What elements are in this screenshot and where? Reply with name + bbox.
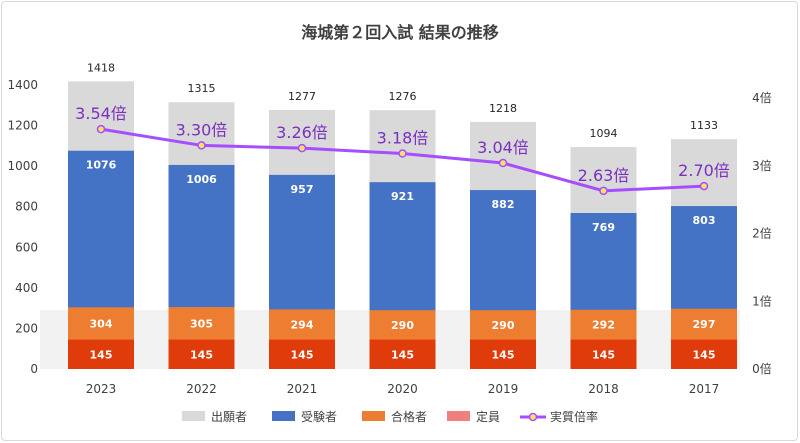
y-tick-label: 400 xyxy=(15,281,38,295)
ratio-line-group: 3.54倍 3.30倍 3.26倍 3.18倍 3.04倍 2.63倍 2.70倍 xyxy=(75,104,730,196)
ratio-point xyxy=(699,181,709,191)
ratio-point xyxy=(599,186,608,196)
examinees-label: 803 xyxy=(693,214,716,227)
ratio-label: 3.26倍 xyxy=(276,123,328,142)
legend-swatch xyxy=(272,411,295,421)
y-tick-label: 800 xyxy=(15,200,38,214)
quota-bar xyxy=(671,339,737,369)
ratio-point xyxy=(297,143,307,153)
quota-bar xyxy=(470,339,536,369)
quota-label: 145 xyxy=(492,348,515,361)
ratio-label: 3.30倍 xyxy=(176,120,228,139)
applicants-label: 1133 xyxy=(690,119,718,132)
ratio-label: 3.54倍 xyxy=(75,104,127,123)
x-tick-label: 2020 xyxy=(387,382,418,396)
quota-label: 145 xyxy=(592,348,615,361)
y-axis-left: 0 200 400 600 800 1000 1200 1400 xyxy=(7,78,38,376)
x-tick-label: 2023 xyxy=(86,382,117,396)
legend-label: 実質倍率 xyxy=(550,409,598,424)
quota-label: 145 xyxy=(291,348,314,361)
y-tick-label: 0 xyxy=(30,362,38,376)
x-tick-label: 2019 xyxy=(488,382,519,396)
passers-label: 290 xyxy=(391,319,414,332)
applicants-label: 1418 xyxy=(87,61,115,74)
quota-label: 145 xyxy=(190,348,213,361)
quota-label: 145 xyxy=(693,348,716,361)
applicants-label: 1315 xyxy=(188,82,216,95)
y-tick-label: 200 xyxy=(15,321,38,335)
quota-bar xyxy=(369,339,436,369)
ratio-point xyxy=(96,124,106,134)
quota-bar xyxy=(570,339,637,369)
examinees-label: 921 xyxy=(391,190,414,203)
chart-title: 海城第２回入試 結果の推移 xyxy=(301,23,499,42)
x-tick-label: 2021 xyxy=(287,382,318,396)
legend-label: 合格者 xyxy=(391,409,427,424)
applicants-label: 1094 xyxy=(590,127,618,140)
legend-label: 受験者 xyxy=(301,409,337,424)
ratio-point xyxy=(498,158,508,168)
ratio-label: 3.18倍 xyxy=(377,129,429,148)
y2-tick-label: 1倍 xyxy=(752,293,772,308)
y-tick-label: 1400 xyxy=(7,78,38,92)
quota-bar xyxy=(68,339,134,369)
legend-swatch xyxy=(182,411,205,421)
x-tick-label: 2018 xyxy=(588,382,619,396)
legend-label: 定員 xyxy=(476,409,500,424)
ratio-label: 2.63倍 xyxy=(578,166,630,185)
y-tick-label: 1000 xyxy=(7,159,38,173)
ratio-point xyxy=(197,141,206,150)
x-tick-label: 2022 xyxy=(186,382,217,396)
quota-label: 145 xyxy=(90,348,113,361)
examinees-label: 1006 xyxy=(186,173,217,186)
y2-tick-label: 3倍 xyxy=(752,158,772,173)
passers-label: 304 xyxy=(90,317,113,330)
legend-marker-ratio xyxy=(528,412,538,422)
y2-tick-label: 4倍 xyxy=(752,90,772,105)
y2-tick-label: 2倍 xyxy=(752,226,772,241)
passers-label: 297 xyxy=(693,318,716,331)
y-tick-label: 1200 xyxy=(7,119,38,133)
data-label-group: 1418 1315 1277 1276 1218 1094 1133 1076 1006 957 9… xyxy=(86,61,718,361)
ratio-label: 2.70倍 xyxy=(678,161,730,180)
quota-bar xyxy=(269,339,335,369)
y-axis-right: 0倍 1倍 2倍 3倍 4倍 xyxy=(752,90,772,376)
passers-label: 305 xyxy=(190,317,213,330)
examinees-label: 769 xyxy=(592,221,615,234)
examinees-label: 1076 xyxy=(86,159,117,172)
legend-label: 出願者 xyxy=(211,410,247,424)
x-axis: 2023 2022 2021 2020 2019 2018 2017 xyxy=(86,382,720,396)
ratio-point xyxy=(398,149,407,158)
legend: 出願者 受験者 合格者 定員 実質倍率 xyxy=(182,409,598,424)
applicants-label: 1276 xyxy=(389,90,417,103)
applicants-label: 1277 xyxy=(288,90,316,103)
legend-swatch xyxy=(362,411,385,421)
examinees-label: 882 xyxy=(492,198,515,211)
quota-label: 145 xyxy=(391,348,414,361)
passers-label: 292 xyxy=(592,319,615,332)
quota-bar xyxy=(168,339,235,369)
y2-tick-label: 0倍 xyxy=(752,361,772,376)
examinees-label: 957 xyxy=(291,183,314,196)
passers-label: 294 xyxy=(291,318,314,331)
passers-label: 290 xyxy=(492,319,515,332)
ratio-label: 3.04倍 xyxy=(477,138,529,157)
y-tick-label: 600 xyxy=(15,240,38,254)
x-tick-label: 2017 xyxy=(689,382,720,396)
legend-swatch xyxy=(447,411,470,421)
applicants-label: 1218 xyxy=(489,102,517,115)
